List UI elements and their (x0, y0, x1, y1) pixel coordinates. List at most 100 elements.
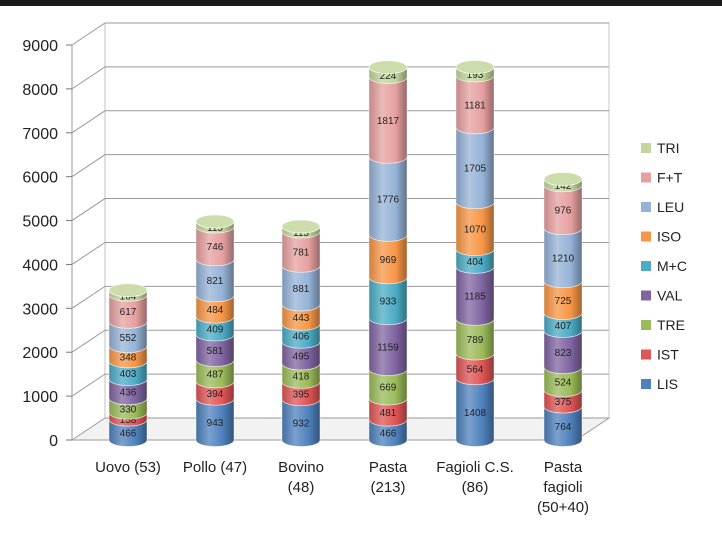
top-border (0, 0, 722, 6)
data-label: 115 (293, 228, 309, 239)
data-label: 725 (555, 296, 572, 307)
x-tick-label: Bovino (48) (278, 459, 324, 496)
data-label: 418 (293, 371, 310, 382)
legend-swatch (641, 231, 651, 242)
legend-label: F+T (657, 170, 683, 186)
data-label: 394 (207, 389, 224, 400)
legend-item: ISO (641, 229, 681, 245)
data-label: 1185 (464, 292, 486, 303)
data-label: 409 (207, 324, 224, 335)
legend-item: VAL (641, 288, 683, 304)
floor-plane (70, 417, 611, 441)
y-tick-label: 4000 (22, 257, 58, 274)
data-label: 881 (293, 284, 310, 295)
data-label: 617 (120, 307, 137, 318)
data-label: 436 (120, 387, 137, 398)
legend-item: M+C (641, 258, 687, 274)
data-label: 943 (207, 418, 224, 429)
data-label: 407 (555, 321, 572, 332)
data-label: 933 (380, 297, 397, 308)
data-label: 466 (120, 429, 137, 440)
data-label: 823 (555, 348, 572, 359)
legend-label: VAL (657, 288, 683, 304)
data-label: 404 (467, 257, 484, 268)
legend-label: ISO (657, 229, 681, 245)
data-label: 406 (293, 332, 310, 343)
bar-top-cap (108, 283, 148, 298)
legend: TRI F+T LEU ISO M+C VAL TRE IST LIS (641, 140, 687, 392)
bars: 4661583304364033485526171049433944875814… (108, 60, 583, 447)
data-label: 552 (120, 333, 137, 344)
x-tick-label: Pasta fagioli (50+40) (537, 459, 589, 516)
data-label: 481 (380, 408, 397, 419)
legend-swatch (641, 320, 651, 330)
data-label: 193 (467, 70, 484, 81)
gridline (71, 110, 609, 134)
x-axis-labels: Uovo (53) Pollo (47) Bovino (48) Pasta (213) F… (95, 459, 589, 516)
data-label: 224 (380, 71, 397, 82)
data-label: 1705 (464, 164, 487, 175)
gridline (71, 198, 609, 221)
y-tick-label: 3000 (22, 301, 58, 318)
data-label: 115 (207, 223, 223, 234)
data-label: 1210 (552, 254, 575, 265)
data-label: 1817 (377, 116, 400, 127)
data-label: 395 (293, 389, 310, 400)
y-axis-ticks: 0 1000 2000 3000 4000 5000 6000 7000 8000 9000 (22, 38, 72, 450)
gridline (71, 285, 609, 309)
y-tick-label: 5000 (22, 214, 58, 231)
gridline (71, 22, 609, 46)
data-label: 375 (555, 397, 572, 408)
legend-label: IST (657, 347, 679, 363)
gridline (71, 154, 609, 178)
bar-top-cap (455, 60, 495, 74)
legend-label: LEU (657, 199, 684, 215)
y-tick-label: 7000 (22, 126, 58, 143)
bar-stack: 932 395 418 495 406 443 881 781 115 (281, 219, 321, 447)
data-label: 764 (555, 422, 572, 433)
y-tick-label: 8000 (22, 82, 58, 99)
data-label: 484 (207, 305, 224, 316)
y-tick-label: 0 (49, 433, 58, 450)
legend-swatch (641, 143, 651, 153)
data-label: 443 (293, 313, 310, 324)
data-label: 1408 (464, 408, 487, 419)
legend-swatch (641, 261, 651, 271)
legend-swatch (641, 290, 651, 301)
data-label: 524 (555, 377, 572, 388)
grid-lines (71, 22, 609, 397)
y-tick-label: 1000 (22, 389, 58, 406)
data-label: 581 (207, 346, 224, 357)
data-label: 746 (207, 242, 224, 253)
data-label: 487 (207, 370, 224, 381)
bar-top-cap (195, 214, 235, 229)
data-label: 495 (293, 351, 310, 362)
chart-floor (70, 23, 611, 441)
legend-item: TRI (641, 140, 680, 156)
data-label: 789 (467, 335, 484, 346)
data-label: 1159 (377, 343, 399, 354)
bar-stack: 466158330436403348552617104 (108, 283, 148, 447)
legend-swatch (641, 202, 651, 212)
bar-stack: 943 394 487 581 409 484 821 746 115 (195, 214, 235, 447)
data-label: 821 (207, 276, 224, 287)
data-label: 932 (293, 418, 310, 429)
legend-label: LIS (657, 376, 678, 392)
legend-item: LEU (641, 199, 684, 215)
y-tick-label: 6000 (22, 170, 58, 187)
legend-swatch (641, 379, 651, 389)
legend-item: TRE (641, 317, 685, 333)
data-label: 330 (120, 404, 137, 415)
x-tick-label: Pasta (213) (369, 459, 408, 496)
gridline (71, 373, 609, 397)
legend-label: M+C (657, 258, 687, 274)
legend-item: LIS (641, 376, 678, 392)
bar-top-cap (368, 60, 408, 75)
data-label: 403 (120, 369, 137, 380)
bar-top-cap (543, 172, 583, 186)
data-label: 466 (380, 429, 397, 440)
data-label: 158 (120, 415, 137, 426)
legend-label: TRE (657, 317, 685, 333)
x-tick-label: Fagioli C.S. (86) (436, 459, 514, 496)
data-label: 781 (293, 248, 310, 259)
